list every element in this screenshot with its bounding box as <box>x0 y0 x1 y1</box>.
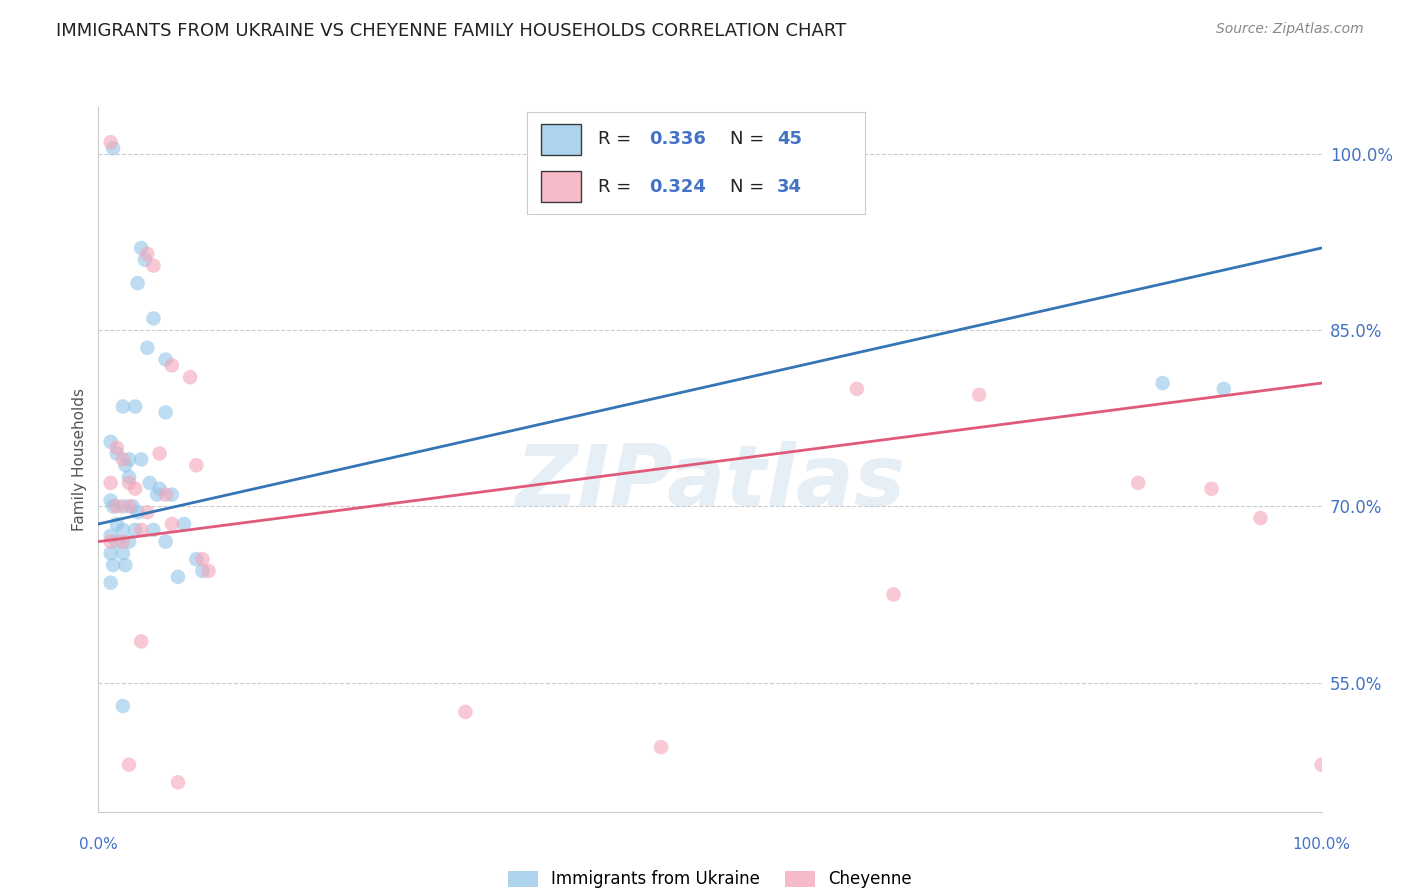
Point <box>1152 376 1174 390</box>
Point <box>105 500 128 514</box>
Point <box>142 259 165 273</box>
Point <box>100 475 122 490</box>
Point <box>454 705 477 719</box>
Y-axis label: Family Households: Family Households <box>72 388 87 531</box>
FancyBboxPatch shape <box>541 171 581 202</box>
Point <box>883 587 905 601</box>
Point <box>111 500 134 514</box>
Point <box>173 516 195 531</box>
Point <box>142 523 165 537</box>
Text: 0.336: 0.336 <box>648 129 706 148</box>
Point <box>100 135 122 149</box>
Point <box>111 534 134 549</box>
Point <box>155 352 177 367</box>
Text: R =: R = <box>598 129 637 148</box>
Point <box>146 487 169 501</box>
Point <box>136 505 159 519</box>
Point <box>1250 511 1272 525</box>
Point <box>101 141 124 155</box>
Point <box>100 546 122 560</box>
Point <box>118 475 141 490</box>
Point <box>105 441 128 455</box>
Point <box>100 529 122 543</box>
Point <box>100 434 122 449</box>
Text: 45: 45 <box>778 129 801 148</box>
Point <box>136 247 159 261</box>
Point <box>1310 757 1333 772</box>
Point <box>191 552 214 566</box>
Point <box>134 252 156 267</box>
Point <box>124 400 146 414</box>
Point <box>114 558 136 573</box>
Point <box>149 482 172 496</box>
Point <box>155 487 177 501</box>
Point <box>155 534 177 549</box>
FancyBboxPatch shape <box>541 124 581 154</box>
Point <box>191 564 214 578</box>
Point <box>1212 382 1234 396</box>
Point <box>118 500 141 514</box>
Point <box>650 740 672 755</box>
Point <box>160 359 183 373</box>
Point <box>100 575 122 590</box>
Point <box>149 446 172 460</box>
Point <box>111 546 134 560</box>
Point <box>160 516 183 531</box>
Point <box>186 458 208 473</box>
Point <box>100 493 122 508</box>
Point <box>105 516 128 531</box>
Point <box>101 500 124 514</box>
Point <box>136 341 159 355</box>
Point <box>105 446 128 460</box>
Point <box>129 523 152 537</box>
Point <box>129 452 152 467</box>
Point <box>124 482 146 496</box>
Text: N =: N = <box>730 178 769 196</box>
Point <box>118 452 141 467</box>
Point <box>105 534 128 549</box>
Text: Source: ZipAtlas.com: Source: ZipAtlas.com <box>1216 22 1364 37</box>
Point <box>121 500 143 514</box>
Text: 34: 34 <box>778 178 801 196</box>
Point <box>129 634 152 648</box>
Point <box>100 534 122 549</box>
Point <box>124 523 146 537</box>
Point <box>139 475 162 490</box>
Point <box>111 699 134 714</box>
Text: N =: N = <box>730 129 769 148</box>
Point <box>1128 475 1150 490</box>
Text: ZIPatlas: ZIPatlas <box>515 442 905 524</box>
Text: 0.0%: 0.0% <box>79 837 118 852</box>
Point <box>127 276 149 290</box>
Text: R =: R = <box>598 178 637 196</box>
Text: 100.0%: 100.0% <box>1292 837 1351 852</box>
Point <box>967 388 990 402</box>
Point <box>111 400 134 414</box>
Point <box>142 311 165 326</box>
Text: 0.324: 0.324 <box>648 178 706 196</box>
Point <box>197 564 219 578</box>
Legend: Immigrants from Ukraine, Cheyenne: Immigrants from Ukraine, Cheyenne <box>502 863 918 892</box>
Point <box>155 405 177 419</box>
Point <box>101 558 124 573</box>
Point <box>167 570 190 584</box>
Point <box>129 241 152 255</box>
Point <box>1201 482 1223 496</box>
Text: IMMIGRANTS FROM UKRAINE VS CHEYENNE FAMILY HOUSEHOLDS CORRELATION CHART: IMMIGRANTS FROM UKRAINE VS CHEYENNE FAMI… <box>56 22 846 40</box>
Point <box>127 505 149 519</box>
Point <box>179 370 201 384</box>
Point <box>167 775 190 789</box>
Point <box>118 757 141 772</box>
Point <box>186 552 208 566</box>
Point <box>845 382 868 396</box>
Point <box>111 523 134 537</box>
Point <box>114 458 136 473</box>
Point <box>160 487 183 501</box>
Point <box>118 470 141 484</box>
Point <box>118 534 141 549</box>
Point <box>111 452 134 467</box>
